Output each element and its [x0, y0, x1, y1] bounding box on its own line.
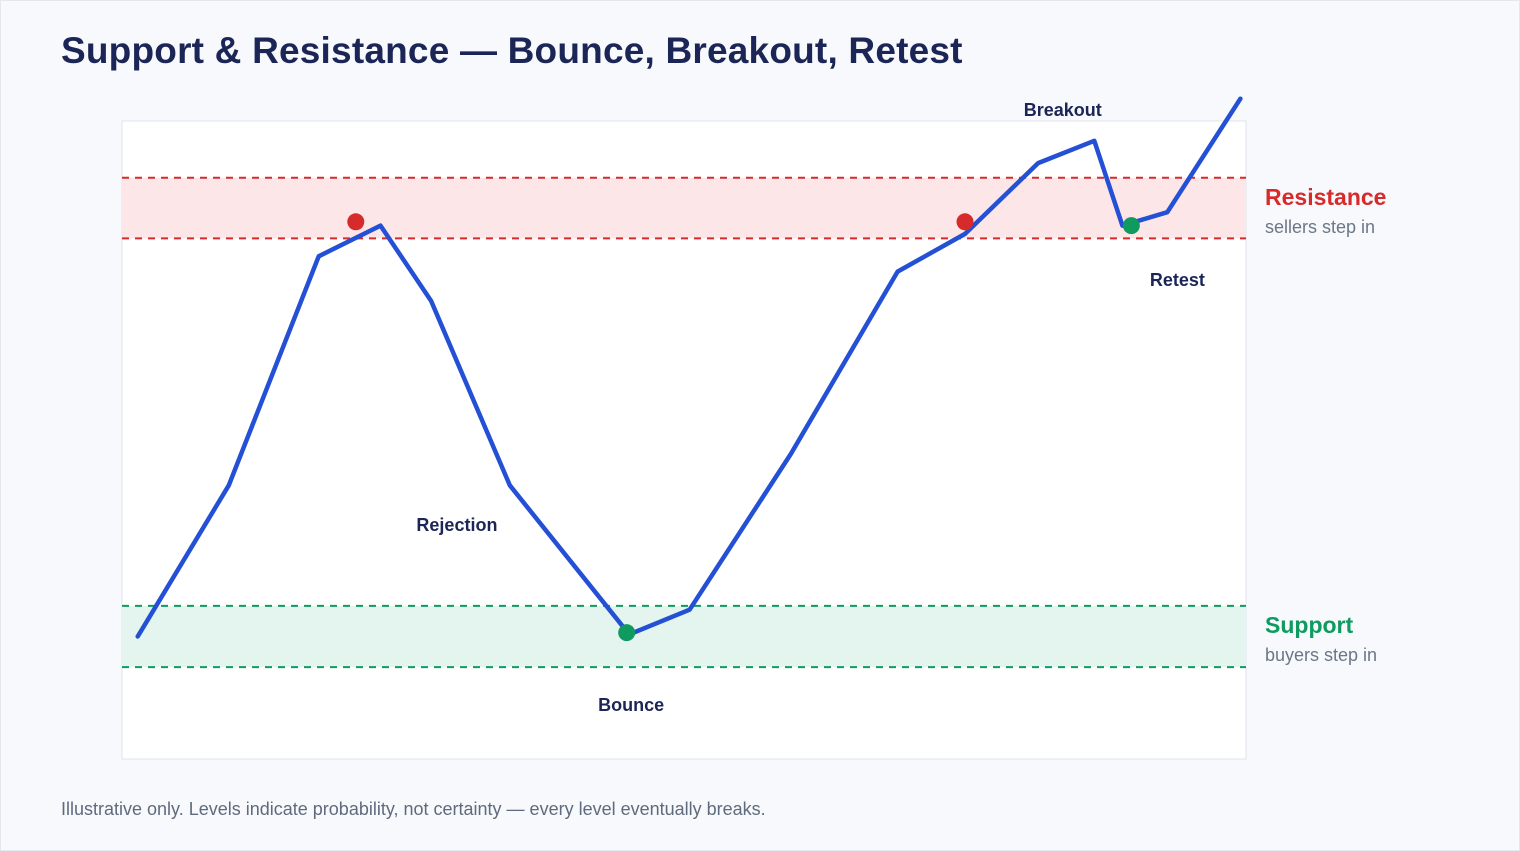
support-touch-marker: [1122, 217, 1140, 235]
retest-annotation: Retest: [1150, 270, 1205, 290]
support-label: Support: [1265, 612, 1353, 638]
resistance-label: Resistance: [1265, 184, 1386, 210]
resistance-sublabel: sellers step in: [1265, 217, 1375, 237]
support-touch-marker: [618, 624, 636, 642]
breakout-annotation: Breakout: [1024, 100, 1102, 120]
resistance-touch-marker: [956, 213, 974, 231]
rejection-annotation: Rejection: [416, 515, 497, 535]
support-zone: [122, 605, 1246, 668]
resistance-zone: [122, 177, 1246, 239]
resistance-touch-marker: [347, 213, 365, 231]
footnote: Illustrative only. Levels indicate proba…: [61, 799, 766, 819]
price-line: [135, 96, 1243, 639]
chart-title: Support & Resistance — Bounce, Breakout,…: [61, 30, 963, 71]
support-sublabel: buyers step in: [1265, 645, 1377, 665]
bounce-annotation: Bounce: [598, 695, 664, 715]
